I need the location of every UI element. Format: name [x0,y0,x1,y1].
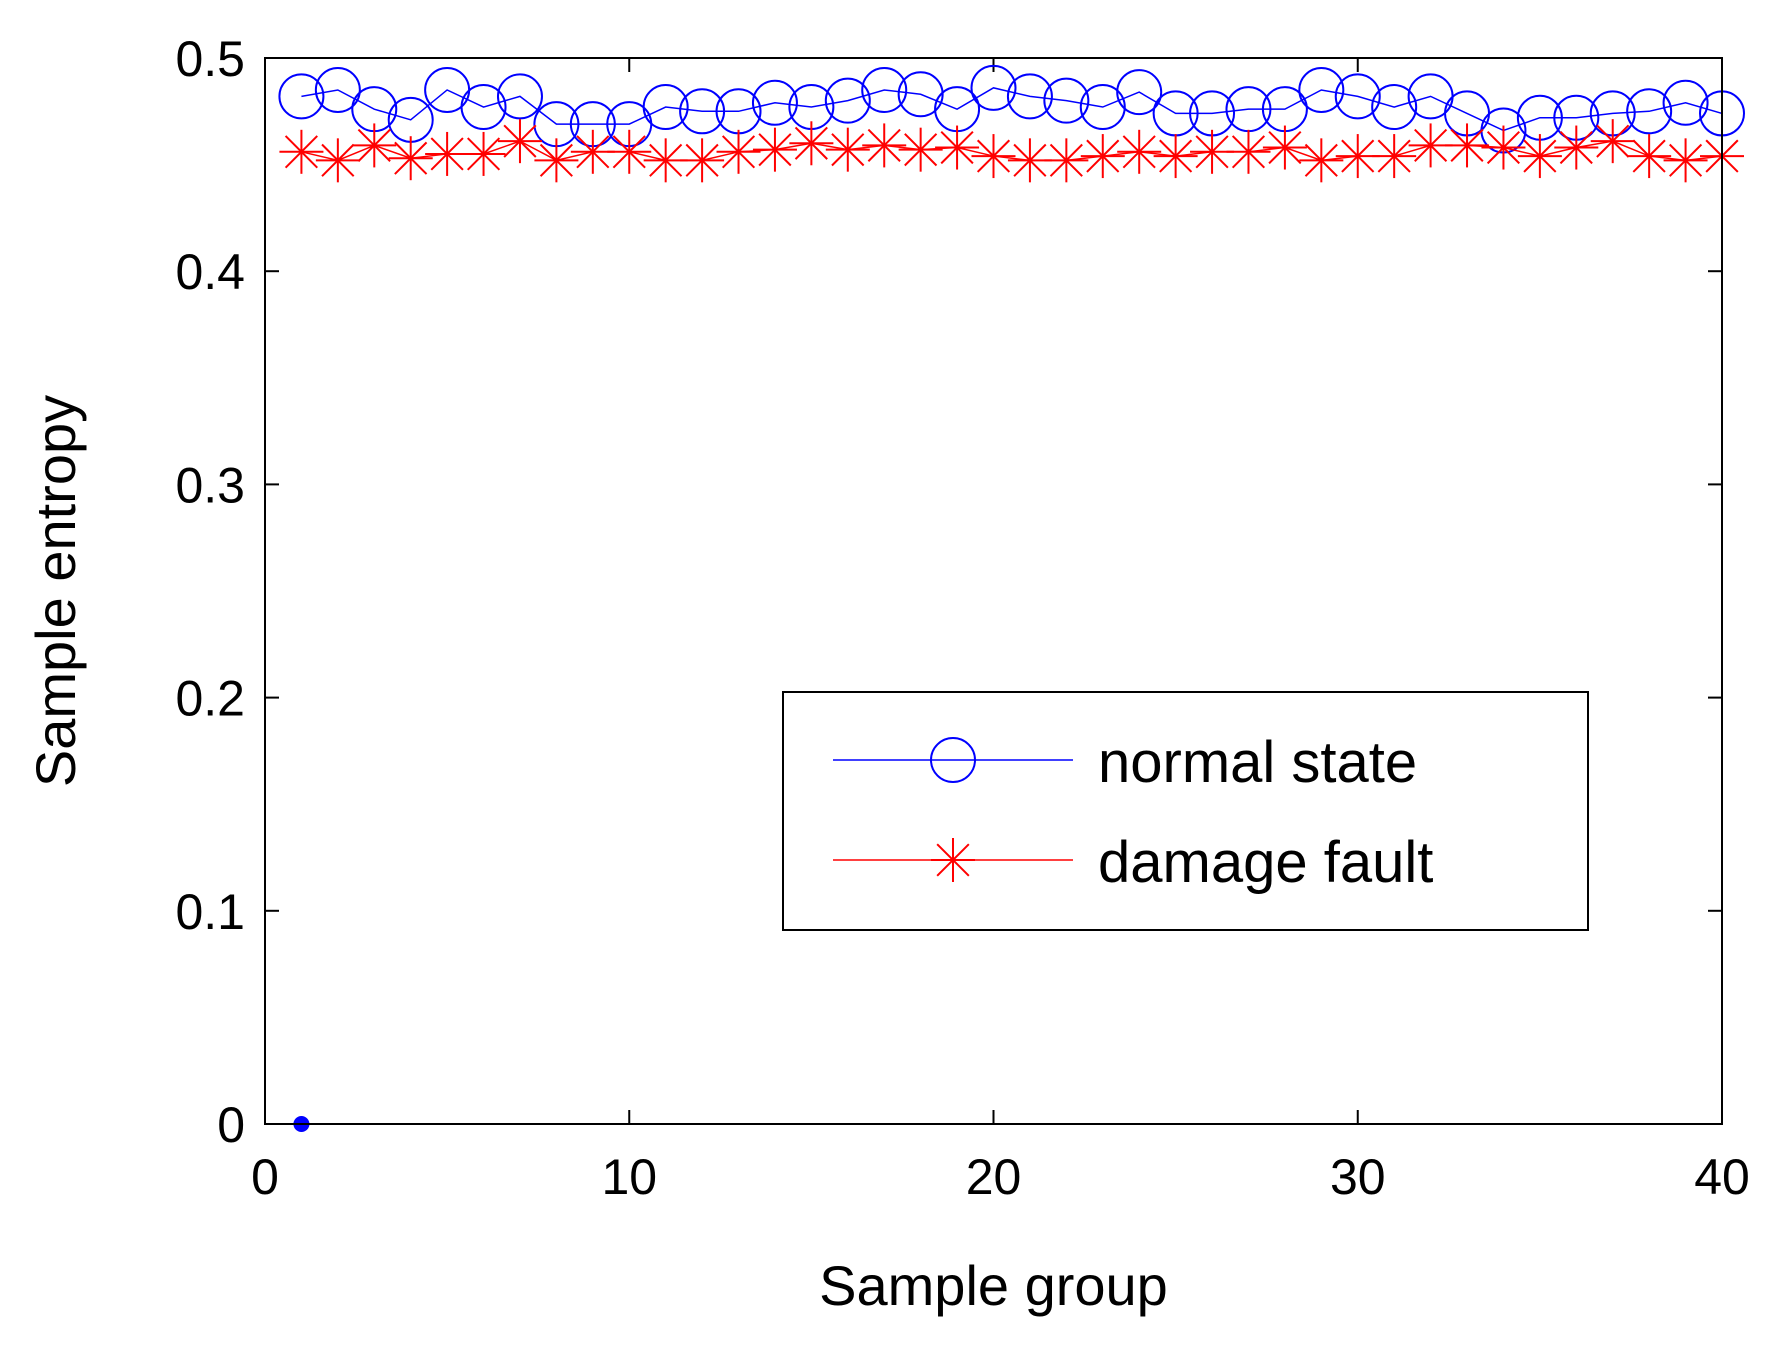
legend-item: damage fault [833,830,1433,895]
x-tick-label: 30 [1330,1149,1386,1205]
series-1 [279,119,1744,183]
data-point [460,84,507,131]
data-point [279,129,324,174]
data-point [496,73,543,120]
data-point [1226,129,1271,174]
data-point [1262,125,1307,170]
data-point [716,129,761,174]
series-layer [278,64,1745,1132]
data-point [1298,66,1345,113]
data-point [789,121,834,166]
legend-marker [931,838,975,882]
data-point [388,136,433,181]
data-point [680,138,725,183]
data-point [461,131,506,176]
y-tick-label: 0.3 [175,457,245,513]
data-point [862,123,907,168]
legend-item: normal state [833,730,1417,795]
plot-area-frame [264,57,1723,1125]
data-point [1334,73,1381,120]
data-point [752,127,797,172]
data-point [1080,134,1125,179]
y-tick-label: 0.4 [175,244,245,300]
data-point [1372,134,1417,179]
data-point [970,64,1017,111]
data-point [1627,134,1672,179]
data-point [1481,125,1526,170]
data-point [1116,69,1163,116]
data-point [971,134,1016,179]
data-point [642,84,689,131]
legend-marker [930,737,976,783]
y-axis-label: Sample entropy [24,395,87,787]
data-point [1554,125,1599,170]
data-point [607,129,652,174]
data-point [497,119,542,164]
data-point [315,138,360,183]
data-point [825,127,870,172]
y-tick-label: 0.2 [175,671,245,727]
legend-label: normal state [1098,730,1417,795]
data-point [314,66,361,113]
data-point [1662,79,1709,126]
data-point [898,127,943,172]
legend-label: damage fault [1098,830,1433,895]
x-tick-label: 20 [966,1149,1022,1205]
data-point [1299,138,1344,183]
x-axis-label: Sample group [819,1254,1168,1317]
data-point [935,125,980,170]
data-point [278,73,325,120]
data-point [824,77,871,124]
legend-box [782,691,1589,931]
data-point [1663,138,1708,183]
y-tick-label: 0.1 [175,884,245,940]
series-line [301,140,1723,162]
data-point [1006,73,1053,120]
y-tick-label: 0 [217,1097,245,1153]
data-point [1044,138,1089,183]
x-tick-label: 10 [601,1149,657,1205]
data-point [534,138,579,183]
data-point [1517,134,1562,179]
data-point [1445,123,1490,168]
y-tick-label: 0.5 [175,31,245,87]
x-tick-label: 40 [1694,1149,1750,1205]
legend: normal state damage fault [782,691,1589,931]
data-point [352,123,397,168]
data-point [1043,77,1090,124]
data-point [1626,88,1673,135]
tick-labels: 0 10 20 30 40 0 0.1 0.2 0.3 0.4 0.5 [175,31,1749,1205]
data-point [897,71,944,118]
data-point [425,131,470,176]
data-point [861,66,908,113]
data-point [1117,129,1162,174]
data-point [1153,134,1198,179]
x-tick-label: 0 [251,1149,279,1205]
data-point [1590,119,1635,164]
data-point [679,88,726,135]
data-point [1190,129,1235,174]
data-point [1371,84,1418,131]
data-point [1079,84,1126,131]
data-point [751,79,798,126]
data-point [1007,138,1052,183]
